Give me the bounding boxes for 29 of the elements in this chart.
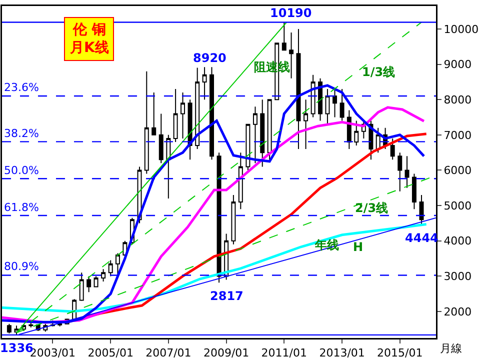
annotation: 38.2% bbox=[4, 127, 39, 140]
y-tick-label: 6000 bbox=[444, 164, 472, 178]
annotation: 23.6% bbox=[4, 81, 39, 94]
x-tick-label: 2011/01 bbox=[261, 346, 307, 360]
annotation: 2817 bbox=[210, 289, 244, 303]
text: 伦 铜 bbox=[72, 22, 106, 38]
x-tick-label: 2015/01 bbox=[377, 346, 423, 360]
annotation: 10190 bbox=[270, 6, 312, 20]
x-tick-label: 2013/01 bbox=[319, 346, 365, 360]
y-tick-label: 8000 bbox=[444, 93, 472, 106]
y-tick-label: 5000 bbox=[444, 199, 472, 212]
x-tick-label: 2009/01 bbox=[203, 346, 250, 360]
annotation: 1/3线 bbox=[362, 65, 396, 79]
annotation: 61.8% bbox=[4, 201, 39, 214]
annotation: 50.0% bbox=[4, 164, 39, 177]
x-tick-label: 2005/01 bbox=[88, 346, 134, 360]
x-axis-title: 月線 bbox=[440, 342, 462, 355]
y-tick-label: 7000 bbox=[444, 128, 472, 142]
y-tick-label: 9000 bbox=[444, 58, 472, 72]
annotation: 2/3线 bbox=[355, 201, 388, 215]
text: 月K线 bbox=[69, 40, 109, 56]
annotation: 8920 bbox=[193, 51, 226, 65]
y-tick-label: 2000 bbox=[444, 305, 472, 318]
y-tick-label: 10000 bbox=[444, 22, 479, 36]
y-tick-label: 4000 bbox=[444, 234, 472, 248]
x-tick-label: 2007/01 bbox=[146, 346, 192, 360]
annotation: 80.9% bbox=[4, 260, 39, 273]
annotation: H bbox=[353, 240, 364, 254]
y-tick-label: 3000 bbox=[444, 270, 472, 284]
